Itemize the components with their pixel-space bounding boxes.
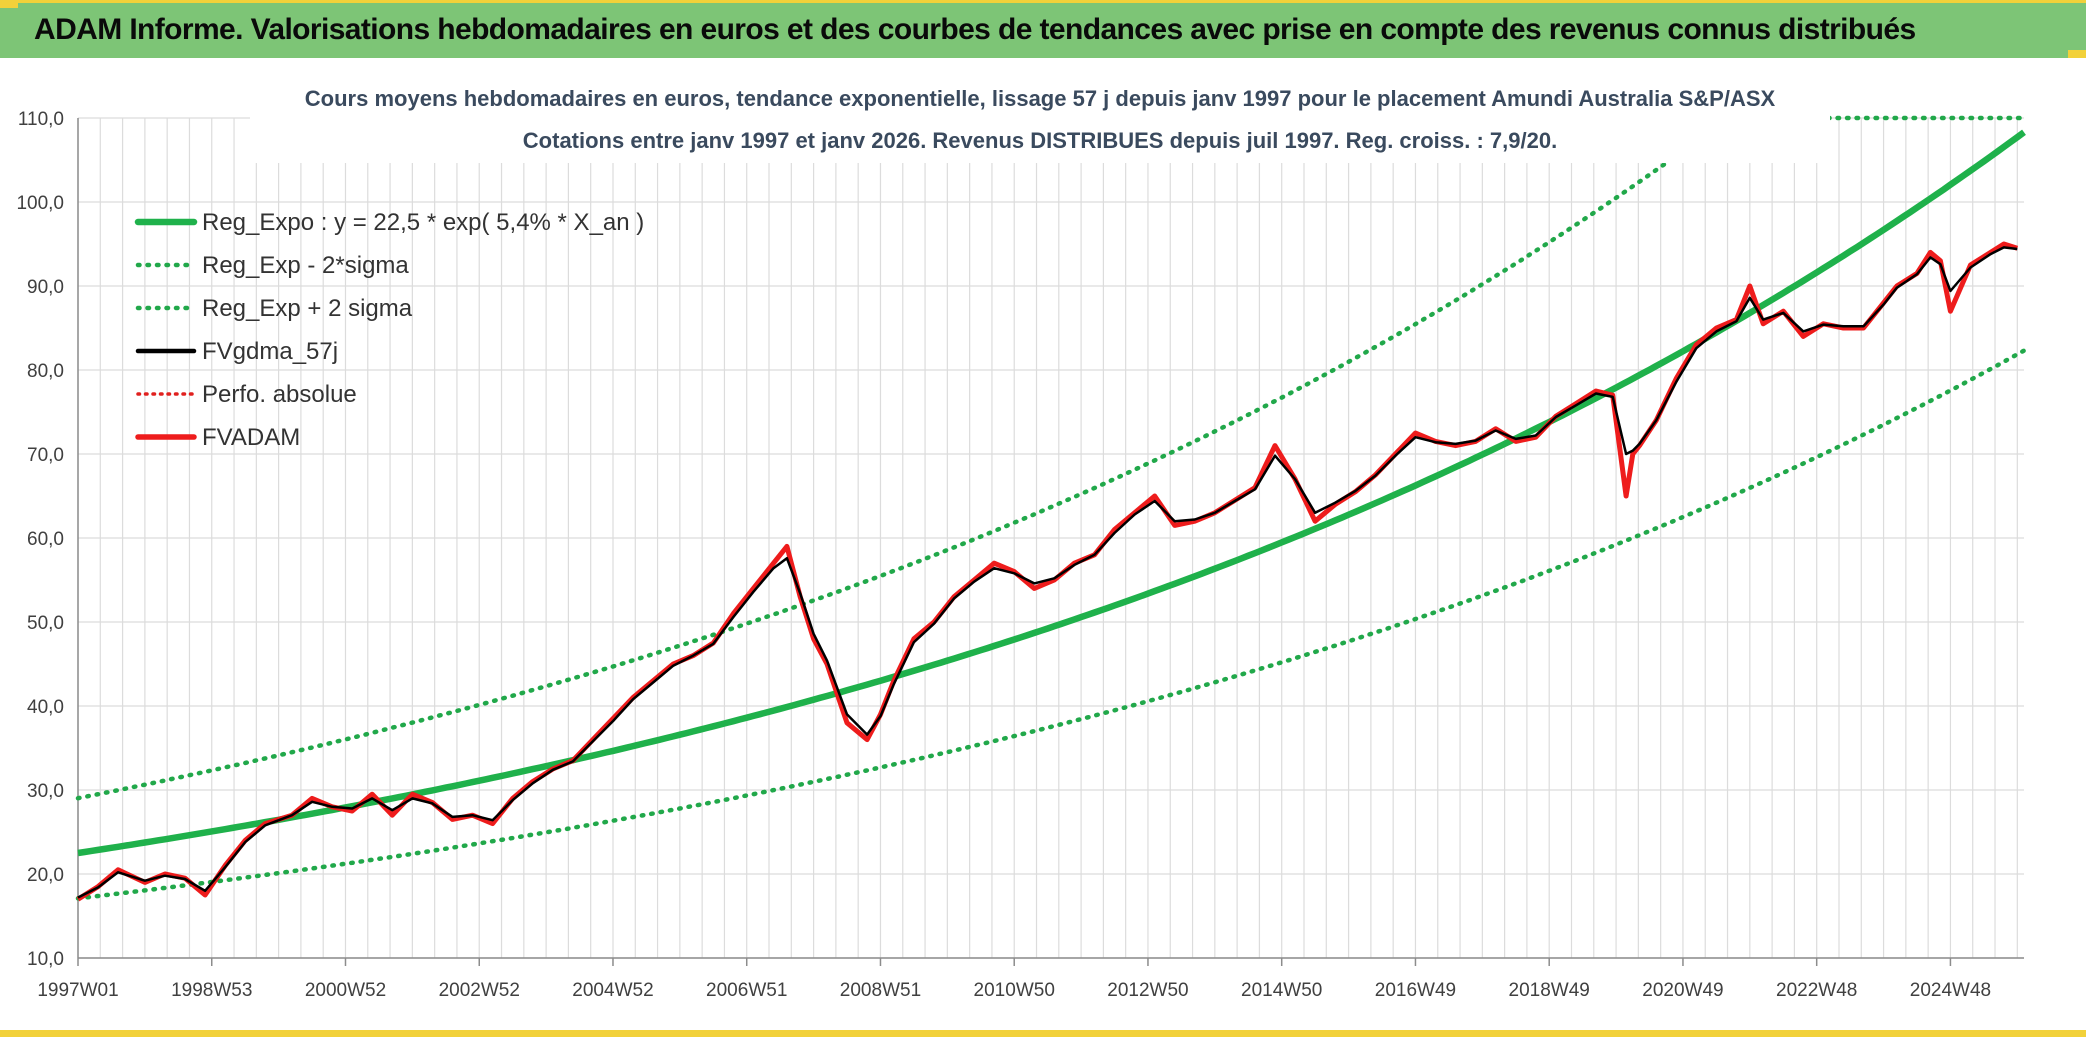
- corner-accent: [2068, 50, 2086, 58]
- x-tick-label: 2014W50: [1241, 980, 1322, 1001]
- y-tick-label: 60,0: [27, 529, 64, 550]
- x-tick-label: 2006W51: [706, 980, 787, 1001]
- x-tick-label: 2016W49: [1375, 980, 1456, 1001]
- series-layer: [75, 115, 2027, 902]
- y-tick-label: 30,0: [27, 781, 64, 802]
- x-tick-label: 2000W52: [305, 980, 386, 1001]
- legend-label: FVADAM: [202, 424, 300, 451]
- x-tick-label: 1997W01: [37, 980, 118, 1001]
- x-tick-label: 2008W51: [840, 980, 921, 1001]
- x-tick-label: 2022W48: [1776, 980, 1857, 1001]
- report-title: ADAM Informe. Valorisations hebdomadaire…: [34, 13, 1916, 46]
- legend-label: Perfo. absolue: [202, 381, 357, 408]
- y-tick-label: 10,0: [27, 949, 64, 970]
- x-tick-label: 2002W52: [439, 980, 520, 1001]
- chart-area: 10,0 20,0 30,0 40,0 50,0 60,0 70,0 80,0 90,0 100,…: [0, 58, 2086, 1030]
- chart-background: [0, 58, 2086, 1030]
- x-tick-label: 2004W52: [572, 980, 653, 1001]
- report-banner: ADAM Informe. Valorisations hebdomadaire…: [0, 0, 2086, 58]
- legend-label: Reg_Exp + 2 sigma: [202, 295, 413, 322]
- x-tick-label: 2024W48: [1910, 980, 1991, 1001]
- x-tick-label: 2018W49: [1509, 980, 1590, 1001]
- legend-label: FVgdma_57j: [202, 338, 338, 365]
- corner-accent: [0, 0, 18, 8]
- axes: 10,0 20,0 30,0 40,0 50,0 60,0 70,0 80,0 90,0 100,…: [16, 109, 2024, 1001]
- legend: Reg_Expo : y = 22,5 * exp( 5,4% * X_an )…: [134, 209, 644, 451]
- chart-subtitle: Cotations entre janv 1997 et janv 2026. …: [523, 128, 1557, 153]
- legend-label: Reg_Expo : y = 22,5 * exp( 5,4% * X_an ): [202, 209, 644, 236]
- title-box: [250, 63, 1830, 163]
- y-tick-label: 110,0: [18, 109, 64, 130]
- bottom-accent-bar: [0, 1030, 2086, 1037]
- y-tick-label: 40,0: [27, 697, 64, 718]
- x-tick-label: 2012W50: [1107, 980, 1188, 1001]
- x-tick-label: 2010W50: [974, 980, 1055, 1001]
- reg-exp-minus-2-sigma-line: [75, 348, 2027, 901]
- legend-label: Reg_Exp - 2*sigma: [202, 252, 409, 279]
- fvgdma-57j-line: [77, 246, 2018, 899]
- y-tick-label: 50,0: [27, 613, 64, 634]
- x-tick-label: 1998W53: [171, 980, 252, 1001]
- chart-title: Cours moyens hebdomadaires en euros, ten…: [305, 86, 1776, 111]
- y-tick-label: 100,0: [16, 193, 64, 214]
- y-tick-label: 80,0: [27, 361, 64, 382]
- y-tick-label: 90,0: [27, 277, 64, 298]
- y-tick-label: 70,0: [27, 445, 64, 466]
- y-tick-label: 20,0: [27, 865, 64, 886]
- x-tick-label: 2020W49: [1642, 980, 1723, 1001]
